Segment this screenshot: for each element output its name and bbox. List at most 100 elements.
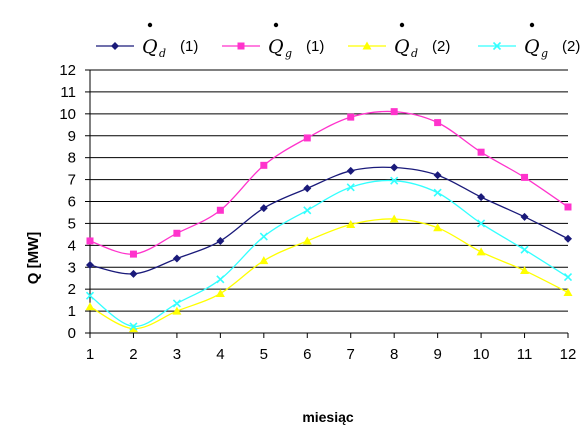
y-tick-label: 8 — [68, 150, 76, 167]
marker-stroke — [303, 206, 312, 215]
data-point — [172, 254, 181, 263]
data-point — [520, 212, 529, 221]
data-point — [433, 188, 442, 197]
data-point — [563, 287, 573, 296]
data-point — [259, 232, 268, 241]
data-point — [85, 302, 95, 311]
legend-dot — [273, 22, 279, 28]
data-point — [520, 245, 529, 254]
x-tick-label: 10 — [473, 346, 490, 363]
data-point — [260, 161, 268, 169]
y-tick-label: 3 — [68, 259, 76, 276]
data-point — [216, 275, 225, 284]
data-point — [172, 306, 182, 315]
y-tick-label: 0 — [68, 325, 76, 342]
data-point — [390, 176, 399, 185]
legend-subscript: g — [541, 47, 548, 60]
data-point — [564, 203, 572, 211]
marker-stroke — [433, 188, 442, 197]
data-point — [346, 183, 355, 192]
legend-marker — [362, 41, 372, 50]
legend-suffix: (1) — [180, 38, 198, 55]
data-point — [477, 219, 486, 228]
series-line — [89, 179, 569, 328]
legend-suffix: (2) — [432, 38, 450, 55]
legend-suffix: (1) — [306, 38, 324, 55]
x-tick-label: 5 — [260, 346, 268, 363]
data-point — [259, 204, 268, 213]
x-tick-label: 6 — [303, 346, 311, 363]
series-4 — [85, 176, 573, 331]
y-tick-label: 11 — [60, 84, 76, 101]
y-tick-label: 12 — [59, 62, 76, 79]
legend-subscript: d — [411, 47, 418, 60]
marker-stroke — [259, 232, 268, 241]
legend-dot — [147, 22, 153, 28]
data-point — [564, 234, 572, 243]
x-tick-label: 4 — [216, 346, 224, 363]
y-tick-label: 4 — [68, 237, 76, 254]
y-tick-label: 6 — [68, 194, 76, 211]
series-1 — [86, 163, 572, 278]
x-tick-label: 8 — [390, 346, 398, 363]
data-point — [390, 108, 398, 116]
y-tick-label: 10 — [59, 106, 76, 123]
legend-marker — [111, 42, 119, 50]
legend-symbol: Q — [394, 36, 410, 58]
x-tick-label: 11 — [517, 346, 533, 363]
data-point — [216, 206, 224, 214]
series-3 — [85, 214, 573, 333]
data-point — [86, 261, 94, 270]
x-axis-label: miesiąc — [302, 409, 354, 425]
series-2 — [86, 108, 572, 258]
data-point — [433, 171, 442, 180]
y-tick-label: 5 — [68, 215, 76, 232]
x-tick-label: 2 — [129, 346, 137, 363]
y-tick-label: 7 — [68, 172, 76, 189]
x-tick-label: 1 — [86, 346, 94, 363]
data-point — [259, 256, 269, 265]
data-point — [476, 247, 486, 256]
marker-stroke — [390, 176, 399, 185]
data-point — [215, 289, 225, 298]
data-point — [434, 119, 442, 127]
data-point — [477, 148, 485, 156]
data-point — [303, 206, 312, 215]
x-tick-label: 12 — [560, 346, 577, 363]
legend-subscript: g — [285, 47, 292, 60]
marker-stroke — [520, 245, 529, 254]
data-point — [216, 236, 225, 245]
y-axis-label: Q [MW] — [25, 232, 42, 284]
data-point — [433, 223, 443, 232]
legend-subscript: d — [159, 47, 166, 60]
data-point — [389, 214, 399, 223]
data-point — [303, 184, 312, 193]
data-point — [172, 299, 181, 308]
data-point — [128, 324, 138, 333]
axes — [89, 70, 568, 334]
marker-stroke — [172, 299, 181, 308]
series-line — [89, 218, 569, 330]
marker-stroke — [563, 273, 573, 282]
y-tick-label: 9 — [68, 128, 76, 145]
legend-dot — [399, 22, 405, 28]
x-tick-labels: 1 2 3 4 5 6 7 8 9 10 11 12 — [86, 333, 577, 363]
legend-marker — [492, 41, 502, 51]
y-tick-label: 2 — [68, 281, 76, 298]
x-tick-label: 7 — [347, 346, 355, 363]
data-point — [173, 229, 181, 237]
marker-stroke — [85, 291, 95, 300]
y-tick-label: 1 — [68, 303, 76, 320]
data-point — [346, 166, 355, 175]
data-point — [85, 291, 95, 300]
marker-stroke — [492, 41, 502, 51]
marker-stroke — [216, 275, 225, 284]
data-point — [303, 134, 311, 142]
